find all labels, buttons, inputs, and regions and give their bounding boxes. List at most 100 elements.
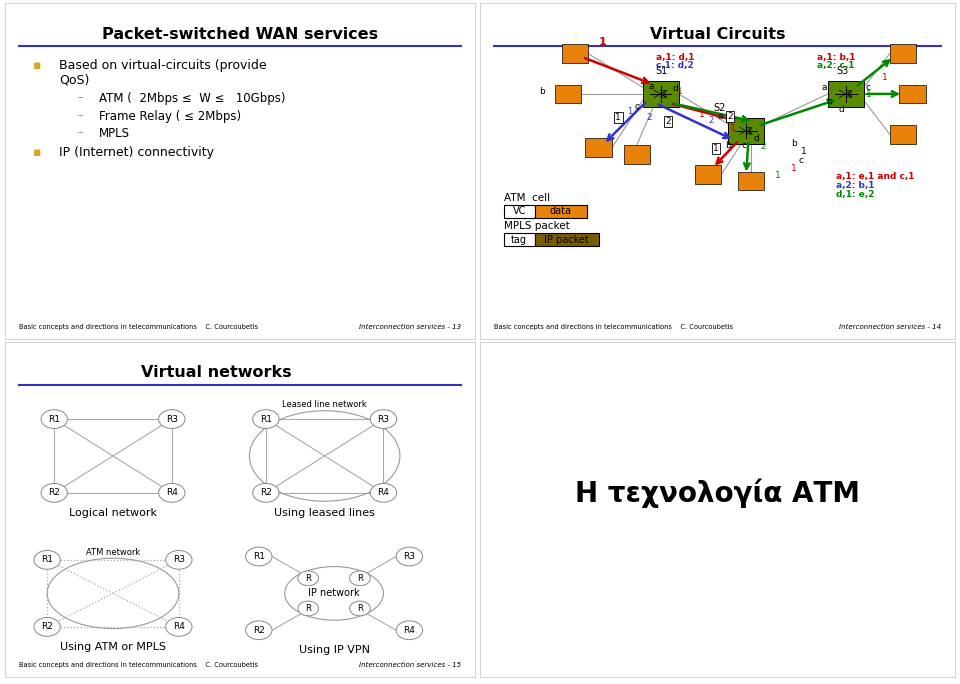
Text: MPLS: MPLS	[99, 127, 130, 140]
Text: R1: R1	[260, 415, 272, 423]
Bar	[504, 205, 535, 218]
Text: Leased line network: Leased line network	[282, 400, 367, 409]
Text: b: b	[725, 140, 731, 150]
Bar	[504, 233, 535, 246]
Text: 2: 2	[760, 142, 766, 151]
Text: Using IP VPN: Using IP VPN	[299, 645, 370, 655]
Circle shape	[396, 547, 422, 566]
Circle shape	[246, 621, 272, 640]
Circle shape	[166, 551, 192, 569]
Circle shape	[371, 410, 396, 428]
Text: c: c	[799, 156, 804, 165]
Text: Basic concepts and directions in telecommunications    C. Courcoubetis: Basic concepts and directions in telecom…	[19, 662, 258, 668]
Text: a: a	[821, 83, 827, 92]
Text: 2: 2	[727, 112, 732, 121]
Text: R1: R1	[252, 552, 265, 561]
Text: R1: R1	[48, 415, 60, 423]
Circle shape	[166, 618, 192, 636]
Text: b: b	[791, 139, 797, 148]
Circle shape	[252, 484, 279, 502]
Text: data: data	[550, 206, 572, 216]
Bar	[535, 205, 587, 218]
Text: tag: tag	[512, 235, 527, 245]
Text: IP (Internet) connectivity: IP (Internet) connectivity	[59, 146, 214, 159]
Text: –: –	[78, 127, 84, 137]
Text: 1: 1	[699, 109, 705, 119]
Bar	[586, 138, 612, 157]
Text: ATM  cell: ATM cell	[504, 193, 550, 203]
Text: Virtual networks: Virtual networks	[141, 365, 292, 380]
Text: Interconnection services - 13: Interconnection services - 13	[359, 324, 461, 330]
Text: Basic concepts and directions in telecommunications    C. Courcoubetis: Basic concepts and directions in telecom…	[494, 324, 733, 330]
Text: S2: S2	[714, 103, 726, 114]
Text: 1: 1	[615, 113, 621, 122]
Bar	[642, 81, 679, 107]
Text: a,1: e,1 and c,1: a,1: e,1 and c,1	[836, 172, 915, 181]
Circle shape	[298, 601, 319, 616]
Text: 1: 1	[713, 144, 719, 153]
Text: c,1: d,2: c,1: d,2	[656, 61, 693, 70]
Bar	[890, 124, 916, 144]
Text: IP packet: IP packet	[544, 235, 589, 245]
Circle shape	[246, 547, 272, 566]
Text: 1: 1	[730, 124, 735, 133]
Text: 1: 1	[881, 73, 887, 82]
Text: d: d	[839, 105, 845, 114]
Circle shape	[34, 551, 60, 569]
Text: R: R	[357, 604, 363, 613]
Text: Using leased lines: Using leased lines	[275, 508, 375, 518]
Bar	[623, 145, 650, 163]
Text: Virtual Circuits: Virtual Circuits	[650, 27, 785, 42]
Circle shape	[349, 601, 371, 616]
Text: R4: R4	[173, 622, 184, 631]
Circle shape	[396, 621, 422, 640]
Text: Using ATM or MPLS: Using ATM or MPLS	[60, 642, 166, 652]
Text: IP network: IP network	[308, 588, 360, 598]
Bar	[890, 44, 916, 63]
Bar	[695, 165, 721, 184]
Text: R4: R4	[377, 488, 390, 497]
Text: 1: 1	[866, 90, 872, 98]
Text: S3: S3	[836, 66, 849, 77]
Text: b: b	[540, 87, 545, 96]
Circle shape	[34, 618, 60, 636]
Text: Packet-switched WAN services: Packet-switched WAN services	[102, 27, 378, 42]
Bar	[728, 118, 764, 144]
Bar	[555, 85, 581, 103]
Text: R: R	[357, 574, 363, 583]
Text: a,2: c,1: a,2: c,1	[817, 61, 855, 70]
Text: a,1: d,1: a,1: d,1	[656, 53, 694, 62]
Text: R4: R4	[166, 488, 178, 497]
Text: R: R	[305, 604, 311, 613]
Bar	[562, 44, 588, 63]
Text: 2: 2	[646, 113, 652, 122]
Text: R2: R2	[41, 622, 53, 631]
Text: 1: 1	[791, 164, 797, 173]
Bar	[900, 85, 925, 103]
Text: a,2: b,1: a,2: b,1	[836, 181, 875, 190]
Text: Interconnection services - 14: Interconnection services - 14	[839, 324, 941, 330]
Text: R3: R3	[173, 555, 185, 564]
Text: c: c	[635, 102, 639, 111]
Text: d,1: e,2: d,1: e,2	[836, 190, 875, 199]
Circle shape	[158, 484, 185, 502]
Text: b: b	[826, 97, 831, 106]
Text: a: a	[718, 112, 723, 121]
Circle shape	[349, 571, 371, 586]
Text: R2: R2	[260, 488, 272, 497]
Text: R2: R2	[48, 488, 60, 497]
Text: VC: VC	[513, 206, 526, 216]
Text: –: –	[78, 110, 84, 120]
Bar	[828, 81, 864, 107]
Text: Frame Relay ( ≤ 2Mbps): Frame Relay ( ≤ 2Mbps)	[99, 110, 241, 123]
Text: ▪: ▪	[33, 146, 41, 159]
Circle shape	[158, 410, 185, 428]
Text: ATM (  2Mbps ≤  W ≤   10Gbps): ATM ( 2Mbps ≤ W ≤ 10Gbps)	[99, 92, 285, 105]
Circle shape	[41, 410, 67, 428]
Text: –: –	[78, 92, 84, 102]
Text: d: d	[754, 134, 759, 143]
Text: ATM network: ATM network	[85, 547, 140, 557]
Text: R3: R3	[403, 552, 416, 561]
Text: Interconnection services - 15: Interconnection services - 15	[359, 662, 461, 668]
Text: a: a	[649, 82, 654, 91]
